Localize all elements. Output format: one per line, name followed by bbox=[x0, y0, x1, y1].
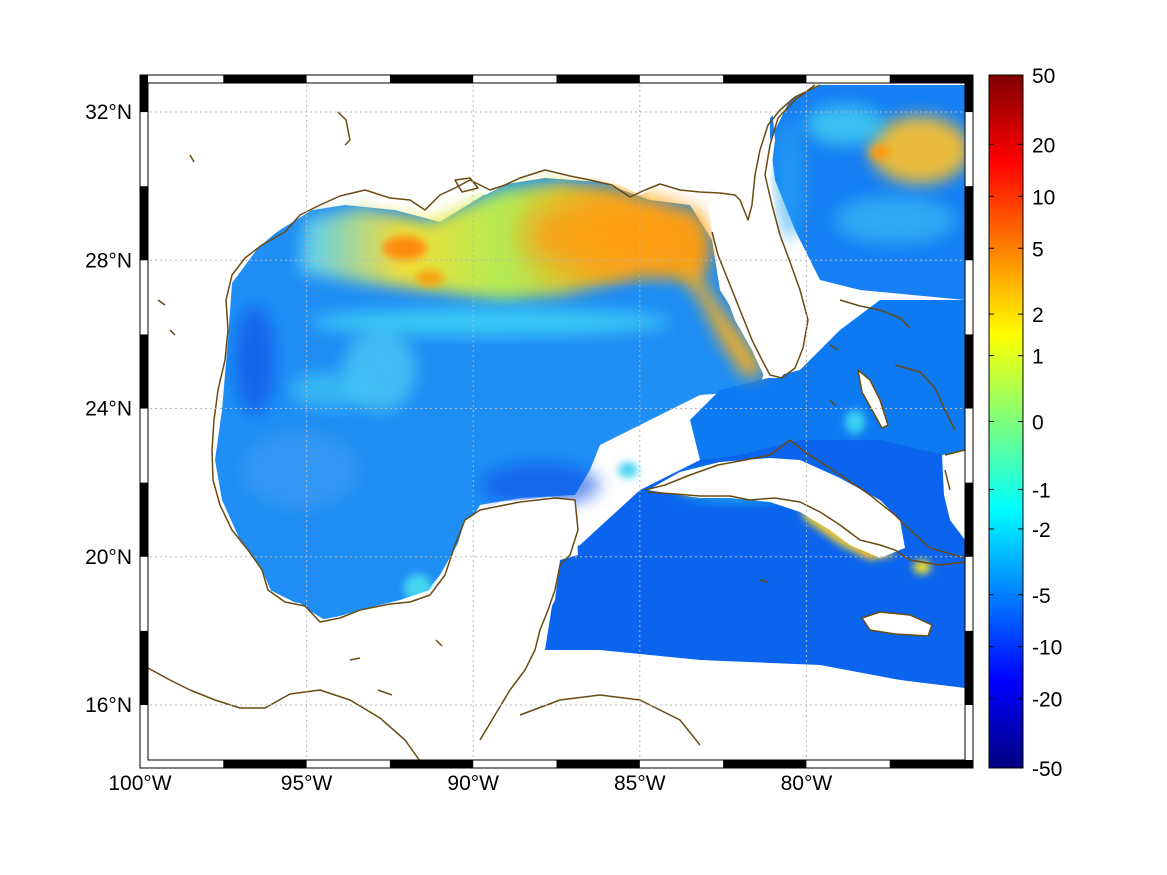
lat-tick-label: 16°N bbox=[85, 694, 132, 717]
frame-segment bbox=[556, 75, 640, 83]
frame-segment bbox=[965, 334, 973, 409]
gulf-field bbox=[215, 178, 765, 620]
colorbar-tick-label: 2 bbox=[1032, 304, 1044, 327]
colorbar-tick-label: -5 bbox=[1032, 585, 1051, 608]
colorbar-tick-label: -10 bbox=[1032, 637, 1062, 660]
frame-segment bbox=[889, 75, 973, 83]
frame-segment bbox=[389, 75, 474, 83]
colorbar-tick-label: -2 bbox=[1032, 519, 1051, 542]
lon-tick-label: 95°W bbox=[281, 772, 333, 795]
florida-land bbox=[708, 85, 820, 378]
cuba-land bbox=[648, 458, 905, 558]
frame-segment bbox=[140, 482, 148, 557]
data-heatmap bbox=[148, 82, 965, 761]
frame-segment bbox=[389, 760, 474, 768]
lon-tick-label: 100°W bbox=[108, 772, 171, 795]
frame-segment bbox=[140, 334, 148, 409]
central-america-coastline bbox=[148, 667, 421, 761]
coastlines bbox=[148, 84, 965, 761]
yucatan-coastline bbox=[429, 497, 579, 741]
lat-tick-label: 32°N bbox=[85, 101, 132, 124]
frame-segment bbox=[140, 186, 148, 261]
lat-tick-label: 24°N bbox=[85, 398, 132, 421]
frame-segment bbox=[723, 75, 807, 83]
straits-field bbox=[690, 300, 965, 460]
hispaniola-land bbox=[942, 450, 965, 540]
us-gulf-coastline bbox=[211, 84, 821, 623]
lat-tick-label: 20°N bbox=[85, 546, 132, 569]
longitude-tick-labels: 100°W 95°W 90°W 85°W 80°W bbox=[108, 772, 832, 795]
lon-tick-label: 80°W bbox=[781, 772, 833, 795]
frame-segment bbox=[223, 75, 307, 83]
atlantic-anomalies bbox=[776, 105, 965, 244]
map-frame bbox=[139, 74, 974, 769]
jamaica-coastline bbox=[861, 611, 933, 637]
colorbar-tick-label: 0 bbox=[1032, 412, 1044, 435]
land-mask bbox=[148, 82, 965, 761]
frame-segment bbox=[965, 482, 973, 557]
frame-segment bbox=[140, 75, 148, 113]
frame-segment bbox=[965, 186, 973, 261]
gulf-anomalies bbox=[235, 182, 765, 602]
lat-tick-label: 28°N bbox=[85, 249, 132, 272]
colorbar-tick-label: 10 bbox=[1032, 186, 1055, 209]
colorbar-tick-label: 1 bbox=[1032, 346, 1044, 369]
colorbar-tick-label: 5 bbox=[1032, 238, 1044, 261]
frame-segment bbox=[965, 630, 973, 705]
bahamas-coastline bbox=[829, 299, 956, 431]
frame-segment bbox=[889, 760, 973, 768]
latitude-tick-labels: 32°N 28°N 24°N 20°N 16°N bbox=[85, 101, 132, 717]
jamaica-land bbox=[862, 612, 932, 636]
florida-coastline bbox=[711, 84, 816, 379]
colorbar-gradient bbox=[988, 74, 1024, 769]
frame-segment bbox=[556, 760, 640, 768]
colorbar-tick-label: -50 bbox=[1032, 758, 1062, 781]
bahamas-land bbox=[858, 370, 888, 428]
frame-segment bbox=[723, 760, 807, 768]
islands-coastline bbox=[157, 111, 837, 696]
colorbar-tick-label: -1 bbox=[1032, 479, 1051, 502]
colorbar-tick-label: 50 bbox=[1032, 65, 1055, 88]
frame-segment bbox=[140, 630, 148, 705]
colorbar-tick-label: -20 bbox=[1032, 689, 1062, 712]
lon-tick-label: 90°W bbox=[447, 772, 499, 795]
mexico-land bbox=[148, 497, 965, 761]
frame-segment bbox=[223, 760, 307, 768]
map-grid bbox=[148, 82, 965, 761]
frame-segment bbox=[965, 75, 973, 113]
colorbar-tick-label: 20 bbox=[1032, 134, 1055, 157]
belize-honduras-coastline bbox=[519, 694, 701, 746]
lon-tick-label: 85°W bbox=[614, 772, 666, 795]
hispaniola-coastline bbox=[944, 449, 965, 491]
us-gulf-coast-land bbox=[148, 82, 965, 620]
